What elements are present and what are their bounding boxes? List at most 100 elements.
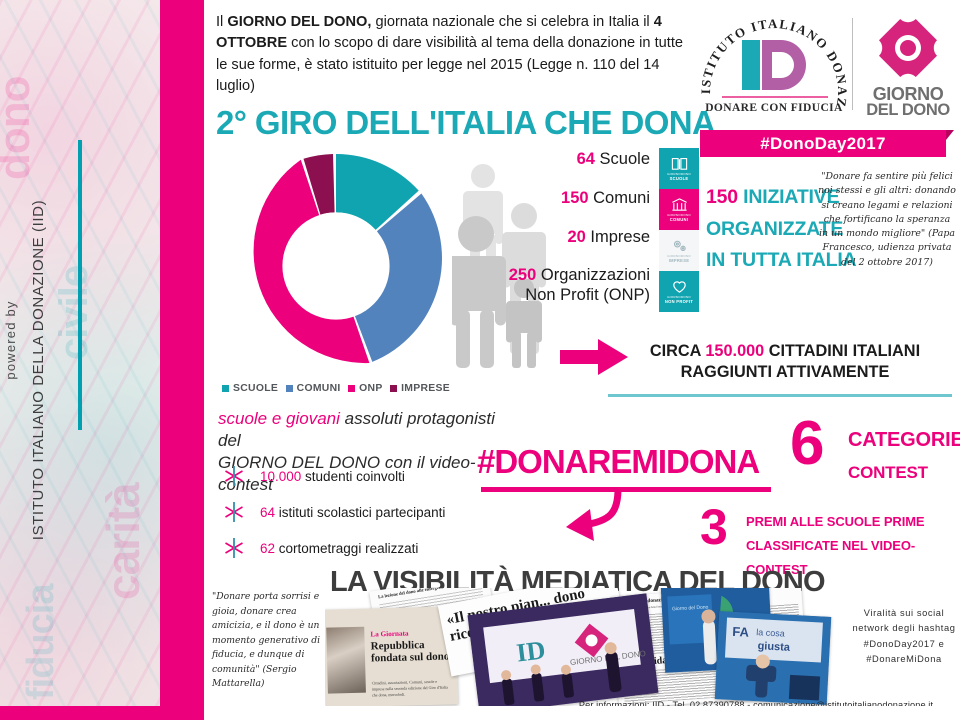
donut-svg <box>253 154 442 364</box>
bullet-label-istituti: istituti scolastici partecipanti <box>275 504 446 520</box>
svg-text:la cosa: la cosa <box>756 627 785 638</box>
powered-by-label: powered by <box>3 300 18 380</box>
pink-arrow-right <box>560 337 630 377</box>
badge-column: GIORNODONO SCUOLE GIORNODONO COMUNI GIOR… <box>659 148 699 312</box>
iniziative-block: 150 INIZIATIVE ORGANIZZATE IN TUTTA ITAL… <box>706 182 857 277</box>
badge-scuole: GIORNODONO SCUOLE <box>659 148 699 189</box>
badge-name-scuole: SCUOLE <box>669 176 689 182</box>
curved-arrow-icon <box>566 488 622 541</box>
badge-sub-imprese: GIORNODONO <box>667 254 691 259</box>
pink-accent-bar <box>160 0 204 720</box>
bullet-num-studenti: 10.000 <box>260 468 302 484</box>
circa-num: 150.000 <box>705 342 765 360</box>
bullet-text-istituti: 64 istituti scolastici partecipanti <box>260 505 445 520</box>
stat-row-onp: 250 Organizzazioni Non Profit (ONP) <box>470 266 650 305</box>
intro-text-4: , è stato istituito per legge nel 2015 (… <box>216 56 660 94</box>
clipping-1-body: Cittadini, associazioni, Comuni, scuole … <box>371 678 448 698</box>
asterisk-icon <box>225 538 243 558</box>
intro-bold-data: 4 OTTOBRE <box>216 14 662 52</box>
badge-sub-scuole: GIORNODONO <box>667 172 691 177</box>
scuole-giovani-pink: scuole e giovani <box>218 409 340 428</box>
clipping-1: La Giornata Repubblica fondata sul dono … <box>325 606 459 706</box>
iid-letter-d <box>762 40 806 90</box>
iid-rule <box>722 96 828 98</box>
bullet-num-cortometraggi: 62 <box>260 540 276 556</box>
viralita-text: Viralità sui social network degli hashta… <box>852 608 956 665</box>
section-headline: 2° GIRO DELL'ITALIA CHE DONA <box>216 104 716 141</box>
iniziative-line-2: ORGANIZZATE <box>706 217 844 240</box>
banner-divider-rule <box>78 140 82 430</box>
legend-label-onp: ONP <box>359 383 383 394</box>
legend-label-comuni: COMUNI <box>296 383 341 394</box>
stat-num-comuni: 150 <box>561 188 589 207</box>
badge-imprese: GIORNODONO IMPRESE <box>659 230 699 271</box>
asterisk-icon <box>225 466 243 486</box>
svg-text:FA: FA <box>732 624 750 640</box>
intro-text-3: con lo scopo di dare visibilità al tema … <box>216 35 683 73</box>
heart-icon <box>672 281 686 293</box>
three-number: 3 <box>700 499 728 555</box>
iniziative-line-1: 150 INIZIATIVE <box>706 182 856 214</box>
gdd-line-1: GIORNO <box>872 84 944 104</box>
iid-logo: ISTITUTO ITALIANO DONAZIONE DONARE CON F… <box>700 12 848 124</box>
asterisk-icon <box>225 502 243 522</box>
scuole-giovani-block: scuole e giovani assoluti protagonisti d… <box>218 408 518 496</box>
six-number: 6 <box>790 409 825 478</box>
legend-swatch-scuole <box>222 385 229 392</box>
stat-label-comuni: Comuni <box>593 188 650 207</box>
legend-swatch-comuni <box>285 385 293 392</box>
bullet-text-cortometraggi: 62 cortometraggi realizzati <box>260 541 418 556</box>
circa-underline-rule <box>608 394 952 397</box>
bottom-white-strip <box>204 706 960 720</box>
clipping-1-kicker: La Giornata <box>370 629 409 639</box>
legend-label-scuole: SCUOLE <box>233 383 279 394</box>
donut-chart <box>222 152 450 380</box>
people-silhouettes <box>449 158 572 368</box>
badge-name-imprese: IMPRESE <box>668 258 690 264</box>
logo-divider <box>852 18 853 110</box>
curved-arrow-left <box>560 487 670 547</box>
svg-text:ID: ID <box>515 635 547 667</box>
hashtag-ribbon: #DonoDay2017 <box>700 130 954 157</box>
circa-line-2: RAGGIUNTI ATTIVAMENTE <box>680 363 890 382</box>
premi-line-2: CLASSIFICATE NEL VIDEO-CONTEST <box>746 538 916 578</box>
book-icon <box>671 157 687 170</box>
stat-label-scuole: Scuole <box>599 150 650 168</box>
iniziative-num: 150 <box>706 186 738 208</box>
legend-item-comuni: COMUNI <box>285 383 341 394</box>
gdd-line-2: DEL DONO <box>866 101 950 120</box>
premi-line-1: PREMI ALLE SCUOLE PRIME <box>746 514 925 529</box>
slice-comuni <box>353 193 442 362</box>
gdd-wordmark: GIORNO DEL DONO <box>862 84 954 120</box>
intro-text-1: Il <box>216 14 228 30</box>
bg-word-1: civile <box>52 265 96 360</box>
arrow-right-icon <box>560 339 628 375</box>
diamond-icon <box>860 0 956 96</box>
legend-item-scuole: SCUOLE <box>222 383 278 394</box>
legend-swatch-onp <box>348 385 356 392</box>
donaremidona-underline <box>481 487 771 492</box>
intro-bold-giorno: GIORNO DEL DONO, <box>227 14 372 30</box>
iid-tagline: DONARE CON FIDUCIA <box>705 102 843 114</box>
slice-imprese <box>303 154 335 215</box>
badge-name-comuni: COMUNI <box>669 217 689 223</box>
slice-scuole <box>336 154 419 230</box>
organization-label: ISTITUTO ITALIANO DELLA DONAZIONE (IID) <box>30 199 47 541</box>
circa-pre: CIRCA <box>649 342 706 360</box>
left-banner: dono civile carità fiducia GIORNO DEL DO… <box>0 0 160 720</box>
bullet-row-istituti: 64 istituti scolastici partecipanti <box>222 494 512 530</box>
iniziative-word: INIZIATIVE <box>743 186 840 208</box>
clipping-1-photo <box>326 626 366 694</box>
badge-comuni: GIORNODONO COMUNI <box>659 189 699 230</box>
stat-num-scuole: 64 <box>576 150 595 168</box>
scuole-giovani-line-2: GIORNO DEL DONO con il video-contest <box>218 453 476 495</box>
badge-sub-comuni: GIORNODONO <box>667 213 691 218</box>
chart-legend: SCUOLE COMUNI ONP IMPRESE <box>222 383 450 394</box>
giorno-del-dono-logo: GIORNO DEL DONO <box>860 0 956 120</box>
stat-label-imprese: Imprese <box>590 227 650 246</box>
bullet-row-cortometraggi: 62 cortometraggi realizzati <box>222 530 512 566</box>
circa-block: CIRCA 150.000 CITTADINI ITALIANI RAGGIUNT… <box>635 341 935 383</box>
bullet-num-istituti: 64 <box>260 504 276 520</box>
bullet-label-studenti: studenti coinvolti <box>301 468 405 484</box>
legend-label-imprese: IMPRESE <box>401 383 450 394</box>
